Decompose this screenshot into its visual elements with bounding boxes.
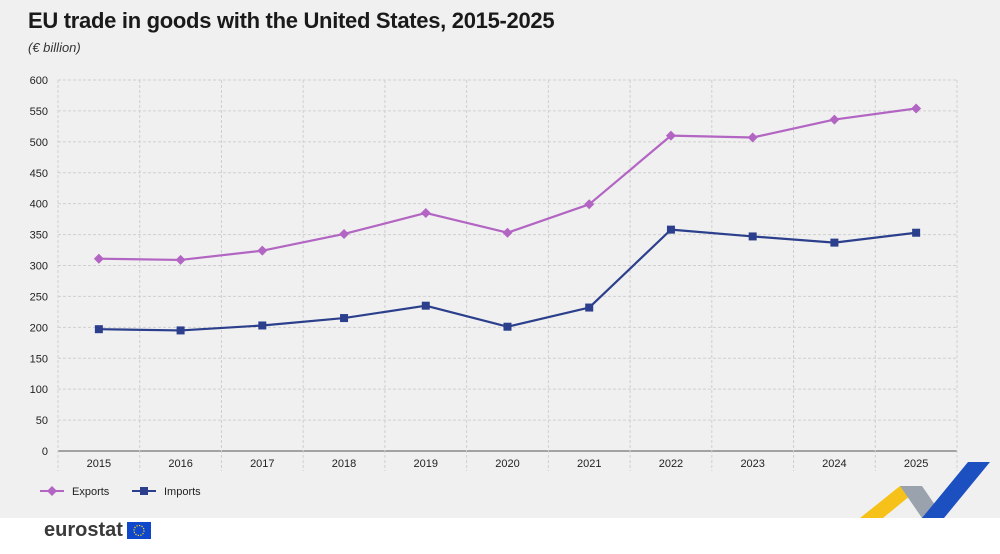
x-tick-label: 2017 — [250, 458, 274, 470]
x-axis-ticks: 2015 2016 2017 2018 2019 2020 2021 2022 2023 2024… — [87, 458, 929, 470]
y-tick-label: 100 — [30, 384, 48, 396]
exports-point — [747, 132, 758, 143]
x-tick-label: 2018 — [332, 458, 356, 470]
line-chart: 0 50 100 150 200 250 300 350 400 450 500 550 600 201… — [30, 75, 990, 518]
imports-point — [830, 238, 839, 247]
eurostat-swoosh-graphic — [860, 462, 990, 518]
exports-point — [665, 130, 676, 141]
exports-point — [502, 227, 513, 238]
y-tick-label: 0 — [42, 446, 48, 458]
exports-point — [420, 207, 431, 218]
imports-point — [176, 326, 185, 335]
exports-point — [93, 253, 104, 264]
y-tick-label: 400 — [30, 199, 48, 211]
eurostat-logo-text: eurostat — [44, 519, 123, 541]
eu-flag-icon — [126, 522, 151, 539]
legend-exports-marker — [47, 486, 57, 496]
x-tick-label: 2025 — [904, 458, 928, 470]
y-axis-ticks: 0 50 100 150 200 250 300 350 400 450 500 550 600 — [30, 75, 48, 458]
x-tick-label: 2019 — [414, 458, 438, 470]
imports-point — [912, 228, 921, 237]
imports-point — [503, 322, 512, 331]
chart-subtitle: (€ billion) — [28, 40, 81, 55]
y-tick-label: 250 — [30, 291, 48, 303]
exports-point — [829, 114, 840, 125]
exports-point — [339, 228, 350, 239]
x-tick-label: 2015 — [87, 458, 111, 470]
imports-point — [258, 321, 267, 330]
eurostat-logo: eurostat — [44, 519, 151, 542]
legend-exports-label: Exports — [72, 486, 110, 498]
y-tick-label: 550 — [30, 106, 48, 118]
exports-point — [584, 199, 595, 210]
y-tick-label: 600 — [30, 75, 48, 87]
exports-point — [257, 245, 268, 256]
x-tick-label: 2023 — [740, 458, 764, 470]
series-markers — [93, 103, 922, 335]
x-tick-label: 2021 — [577, 458, 601, 470]
imports-point — [585, 303, 594, 312]
imports-point — [666, 225, 675, 234]
imports-point — [340, 314, 349, 323]
chart-title: EU trade in goods with the United States… — [28, 8, 555, 33]
imports-point — [421, 301, 430, 310]
x-tick-label: 2016 — [168, 458, 192, 470]
imports-point — [94, 325, 103, 334]
y-tick-label: 50 — [36, 415, 48, 427]
legend: Exports Imports — [40, 486, 201, 498]
legend-imports-marker — [140, 487, 148, 495]
x-tick-label: 2024 — [822, 458, 846, 470]
y-tick-label: 500 — [30, 137, 48, 149]
exports-point — [911, 103, 922, 114]
exports-point — [175, 254, 186, 265]
y-tick-label: 350 — [30, 230, 48, 242]
legend-imports-label: Imports — [164, 486, 201, 498]
y-tick-label: 450 — [30, 168, 48, 180]
imports-point — [748, 232, 757, 241]
y-tick-label: 300 — [30, 261, 48, 273]
y-tick-label: 200 — [30, 322, 48, 334]
y-tick-label: 150 — [30, 353, 48, 365]
x-tick-label: 2022 — [659, 458, 683, 470]
x-tick-label: 2020 — [495, 458, 519, 470]
grid — [57, 79, 958, 471]
